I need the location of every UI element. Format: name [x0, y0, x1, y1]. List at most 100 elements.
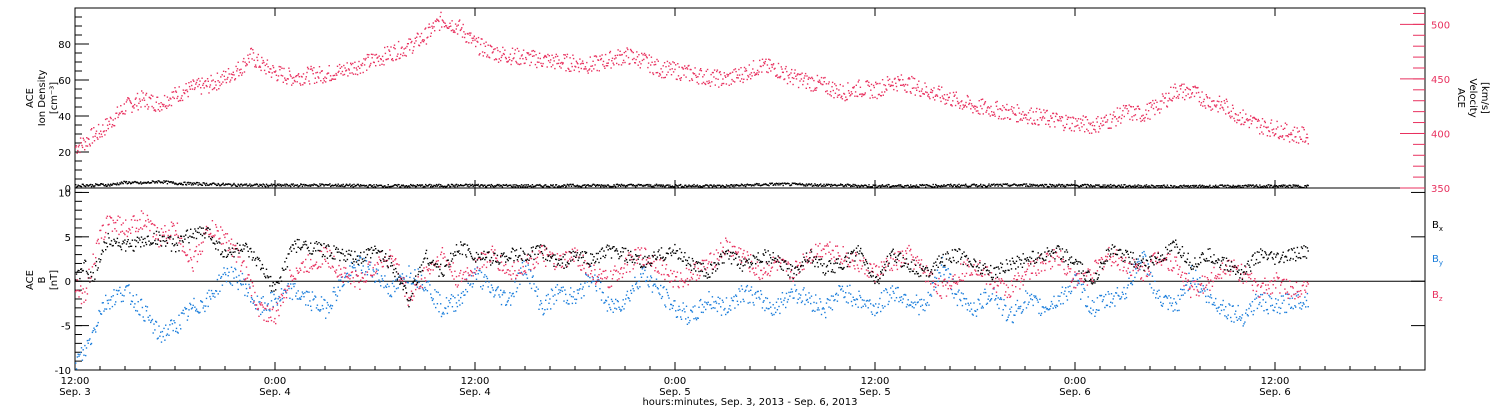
by-point — [1225, 316, 1228, 318]
by-point — [745, 286, 748, 288]
velocity-point — [745, 70, 748, 72]
density-point — [909, 186, 911, 188]
velocity-point — [723, 72, 725, 74]
velocity-y-tick-label: 350 — [1431, 184, 1450, 195]
velocity-point — [984, 101, 987, 103]
velocity-point — [1145, 113, 1148, 116]
by-point — [800, 294, 802, 296]
by-point — [740, 301, 742, 303]
density-point — [1130, 186, 1133, 188]
density-point — [116, 182, 119, 184]
by-point — [657, 288, 659, 290]
velocity-point — [562, 62, 564, 64]
velocity-point — [312, 73, 314, 75]
velocity-point — [440, 11, 442, 14]
velocity-point — [375, 65, 377, 67]
density-point — [580, 185, 582, 188]
velocity-point — [89, 145, 91, 147]
velocity-point — [629, 62, 631, 65]
density-point — [1060, 185, 1062, 188]
velocity-point — [566, 53, 569, 56]
velocity-point — [1034, 122, 1036, 124]
density-point — [1280, 184, 1283, 187]
by-point — [825, 302, 828, 304]
velocity-point — [560, 67, 562, 69]
velocity-point — [645, 56, 648, 58]
by-point — [475, 278, 478, 280]
velocity-point — [711, 81, 713, 83]
density-point — [1289, 184, 1291, 186]
velocity-point — [314, 77, 316, 79]
density-point — [818, 184, 820, 187]
by-point — [699, 300, 701, 302]
by-point — [950, 273, 952, 276]
velocity-point — [1193, 86, 1195, 88]
velocity-point — [1140, 120, 1142, 123]
velocity-point — [929, 97, 931, 100]
by-point — [146, 306, 149, 308]
by-point — [455, 302, 458, 304]
by-point — [704, 301, 706, 303]
by-point — [679, 308, 681, 311]
velocity-point — [972, 112, 974, 114]
density-point — [1272, 186, 1274, 188]
velocity-point — [1180, 84, 1182, 87]
by-point — [662, 287, 664, 289]
density-point — [673, 186, 675, 188]
velocity-point — [306, 71, 308, 74]
velocity-point — [1030, 107, 1032, 109]
density-point — [877, 185, 879, 187]
velocity-point — [134, 103, 136, 106]
by-point — [354, 267, 356, 269]
density-point — [846, 183, 849, 185]
density-point — [660, 184, 663, 186]
velocity-point — [429, 35, 432, 37]
velocity-point — [1293, 140, 1295, 142]
velocity-point — [353, 67, 355, 69]
velocity-point — [872, 96, 874, 99]
by-point — [984, 288, 986, 290]
velocity-point — [1086, 128, 1088, 130]
density-point — [962, 184, 964, 187]
by-point — [1079, 280, 1081, 283]
velocity-point — [990, 105, 992, 108]
by-point — [900, 296, 903, 298]
by-point — [155, 320, 157, 323]
velocity-point — [1292, 129, 1294, 132]
by-point — [880, 292, 883, 294]
velocity-point — [241, 72, 244, 74]
by-point — [336, 295, 339, 297]
density-point — [304, 185, 306, 187]
velocity-point — [181, 99, 184, 102]
by-point — [196, 310, 199, 313]
by-point — [84, 344, 86, 347]
velocity-point — [227, 76, 229, 79]
by-point — [210, 289, 213, 292]
density-point — [488, 184, 490, 186]
velocity-point — [545, 55, 547, 57]
velocity-point — [78, 144, 80, 146]
bz-point — [86, 293, 89, 295]
density-point — [225, 183, 227, 185]
velocity-point — [405, 55, 407, 57]
by-point — [401, 273, 404, 275]
by-point — [1087, 296, 1089, 298]
by-point — [492, 289, 494, 291]
density-point — [573, 185, 575, 187]
density-point — [337, 183, 339, 185]
by-point — [550, 308, 552, 310]
density-point — [105, 184, 107, 186]
density-point — [1047, 185, 1049, 188]
velocity-point — [424, 28, 426, 30]
by-point — [1081, 291, 1084, 293]
by-point — [525, 265, 527, 267]
by-point — [1036, 299, 1039, 301]
by-point — [465, 288, 467, 291]
velocity-point — [619, 50, 621, 52]
density-point — [271, 185, 274, 187]
velocity-point — [590, 65, 592, 67]
by-point — [1078, 282, 1080, 285]
density-point — [595, 185, 597, 188]
velocity-point — [1257, 118, 1259, 121]
density-point — [1050, 184, 1052, 186]
